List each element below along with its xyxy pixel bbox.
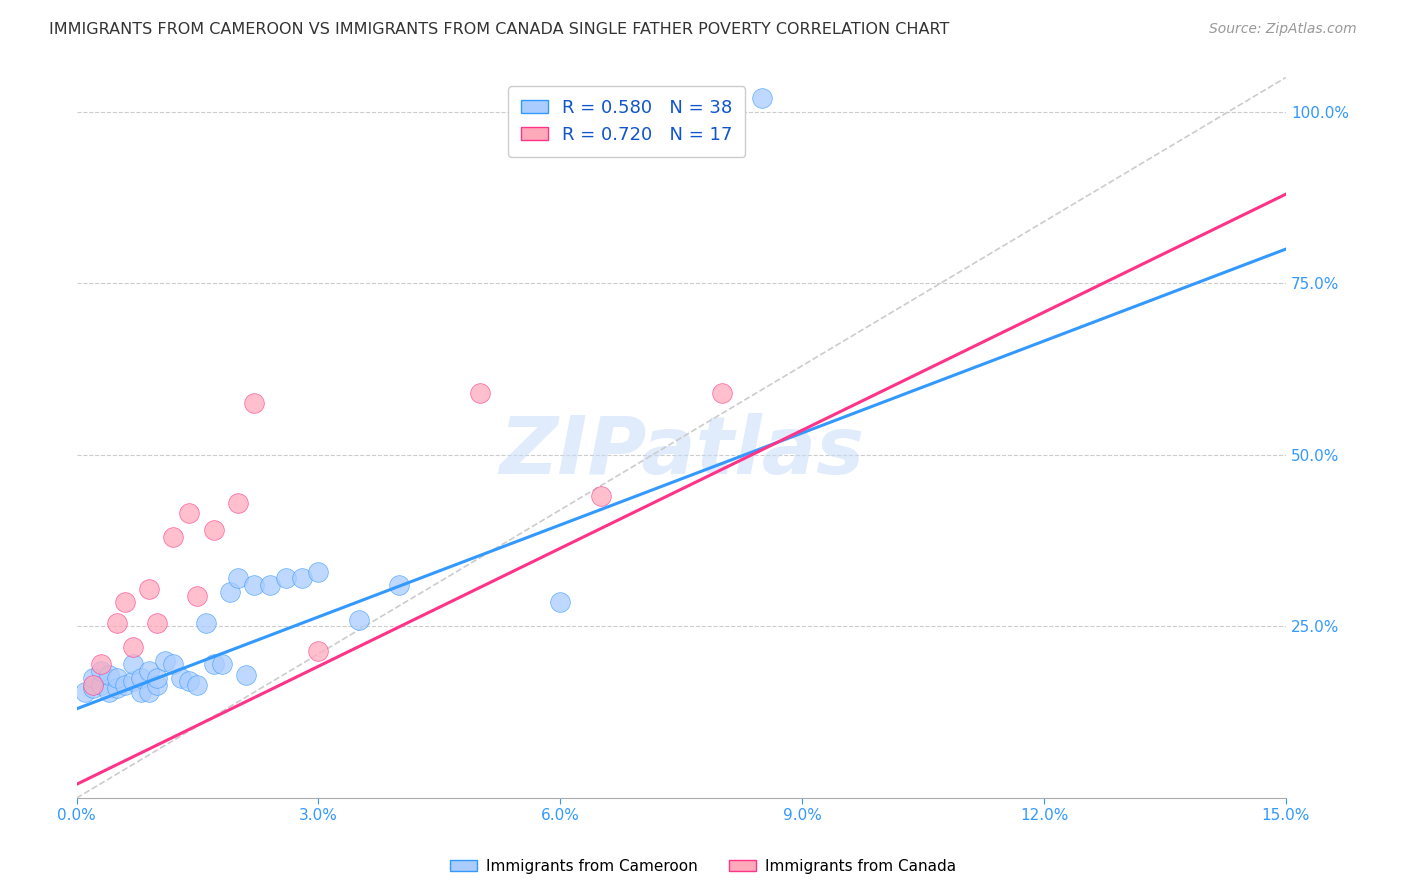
- Point: [90, 664, 112, 678]
- Point: [114, 678, 136, 692]
- Point: [162, 657, 184, 672]
- Point: [114, 595, 136, 609]
- Point: [105, 615, 128, 630]
- Point: [589, 489, 612, 503]
- Point: [388, 578, 411, 592]
- Point: [122, 640, 145, 654]
- Point: [138, 582, 160, 596]
- Point: [751, 91, 773, 105]
- Point: [307, 643, 329, 657]
- Point: [179, 506, 201, 520]
- Point: [146, 615, 169, 630]
- Point: [122, 674, 145, 689]
- Point: [226, 571, 249, 585]
- Point: [129, 684, 152, 698]
- Point: [138, 664, 160, 678]
- Point: [170, 671, 193, 685]
- Point: [710, 386, 733, 401]
- Point: [73, 684, 96, 698]
- Point: [291, 571, 314, 585]
- Text: Source: ZipAtlas.com: Source: ZipAtlas.com: [1209, 22, 1357, 37]
- Point: [276, 571, 298, 585]
- Point: [550, 595, 572, 609]
- Legend: R = 0.580   N = 38, R = 0.720   N = 17: R = 0.580 N = 38, R = 0.720 N = 17: [508, 87, 745, 157]
- Legend: Immigrants from Cameroon, Immigrants from Canada: Immigrants from Cameroon, Immigrants fro…: [443, 853, 963, 880]
- Point: [347, 613, 370, 627]
- Text: ZIPatlas: ZIPatlas: [499, 413, 863, 491]
- Point: [243, 396, 266, 410]
- Point: [155, 654, 177, 668]
- Point: [82, 671, 104, 685]
- Point: [90, 678, 112, 692]
- Point: [202, 524, 225, 538]
- Point: [202, 657, 225, 672]
- Point: [122, 657, 145, 672]
- Point: [211, 657, 233, 672]
- Point: [97, 684, 120, 698]
- Point: [146, 678, 169, 692]
- Point: [82, 678, 104, 692]
- Point: [218, 585, 240, 599]
- Point: [97, 667, 120, 681]
- Point: [105, 671, 128, 685]
- Point: [468, 386, 491, 401]
- Point: [259, 578, 281, 592]
- Point: [235, 667, 257, 681]
- Point: [105, 681, 128, 696]
- Point: [90, 657, 112, 672]
- Point: [307, 565, 329, 579]
- Point: [138, 684, 160, 698]
- Point: [129, 671, 152, 685]
- Point: [146, 671, 169, 685]
- Point: [179, 674, 201, 689]
- Point: [162, 530, 184, 544]
- Point: [226, 496, 249, 510]
- Point: [82, 681, 104, 696]
- Point: [243, 578, 266, 592]
- Point: [186, 589, 208, 603]
- Point: [186, 678, 208, 692]
- Text: IMMIGRANTS FROM CAMEROON VS IMMIGRANTS FROM CANADA SINGLE FATHER POVERTY CORRELA: IMMIGRANTS FROM CAMEROON VS IMMIGRANTS F…: [49, 22, 949, 37]
- Point: [194, 615, 217, 630]
